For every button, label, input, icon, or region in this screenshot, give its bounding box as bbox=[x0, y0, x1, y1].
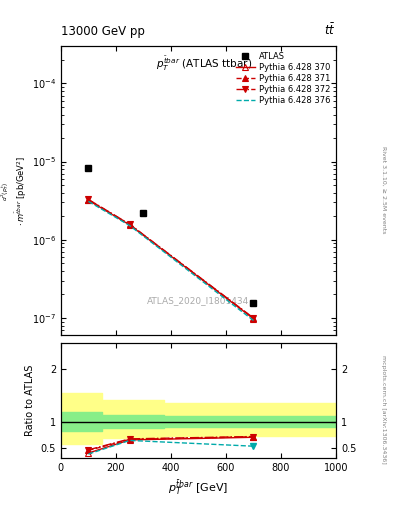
Legend: ATLAS, Pythia 6.428 370, Pythia 6.428 371, Pythia 6.428 372, Pythia 6.428 376: ATLAS, Pythia 6.428 370, Pythia 6.428 37… bbox=[235, 50, 332, 107]
ATLAS bbox=[251, 300, 256, 306]
Text: ATLAS_2020_I1801434: ATLAS_2020_I1801434 bbox=[147, 296, 250, 305]
Text: $t\bar{t}$: $t\bar{t}$ bbox=[325, 23, 336, 38]
Pythia 6.428 371 bbox=[127, 221, 132, 227]
Pythia 6.428 376 bbox=[251, 317, 256, 324]
ATLAS bbox=[86, 165, 91, 172]
Line: Pythia 6.428 370: Pythia 6.428 370 bbox=[86, 198, 256, 322]
Pythia 6.428 370 bbox=[86, 197, 91, 203]
Pythia 6.428 376 bbox=[127, 223, 132, 229]
ATLAS bbox=[141, 210, 146, 216]
Text: $p_T^{\bar{t}bar}$ (ATLAS ttbar): $p_T^{\bar{t}bar}$ (ATLAS ttbar) bbox=[156, 55, 252, 73]
Line: Pythia 6.428 372: Pythia 6.428 372 bbox=[86, 197, 256, 321]
Line: Pythia 6.428 376: Pythia 6.428 376 bbox=[88, 201, 253, 321]
Pythia 6.428 372 bbox=[86, 197, 91, 203]
Pythia 6.428 376 bbox=[86, 198, 91, 204]
Pythia 6.428 372 bbox=[127, 221, 132, 227]
Text: 13000 GeV pp: 13000 GeV pp bbox=[61, 26, 145, 38]
Pythia 6.428 370 bbox=[127, 222, 132, 228]
Line: ATLAS: ATLAS bbox=[86, 165, 256, 306]
Pythia 6.428 371 bbox=[251, 315, 256, 322]
Y-axis label: Ratio to ATLAS: Ratio to ATLAS bbox=[25, 365, 35, 436]
Pythia 6.428 371 bbox=[86, 197, 91, 203]
Pythia 6.428 372 bbox=[251, 315, 256, 321]
X-axis label: $p^{\bar{t}bar}_T$ [GeV]: $p^{\bar{t}bar}_T$ [GeV] bbox=[168, 479, 229, 497]
Y-axis label: $\frac{d^2\sigma}{d^2\langle p_T^{\bar{t}}\rangle}$
$\cdot\, m^{\bar{t}bar}$ [pb: $\frac{d^2\sigma}{d^2\langle p_T^{\bar{t… bbox=[0, 156, 29, 226]
Pythia 6.428 370 bbox=[251, 315, 256, 322]
Line: Pythia 6.428 371: Pythia 6.428 371 bbox=[86, 197, 256, 321]
Text: Rivet 3.1.10, ≥ 2.5M events: Rivet 3.1.10, ≥ 2.5M events bbox=[381, 146, 386, 233]
Text: mcplots.cern.ch [arXiv:1306.3436]: mcplots.cern.ch [arXiv:1306.3436] bbox=[381, 355, 386, 464]
